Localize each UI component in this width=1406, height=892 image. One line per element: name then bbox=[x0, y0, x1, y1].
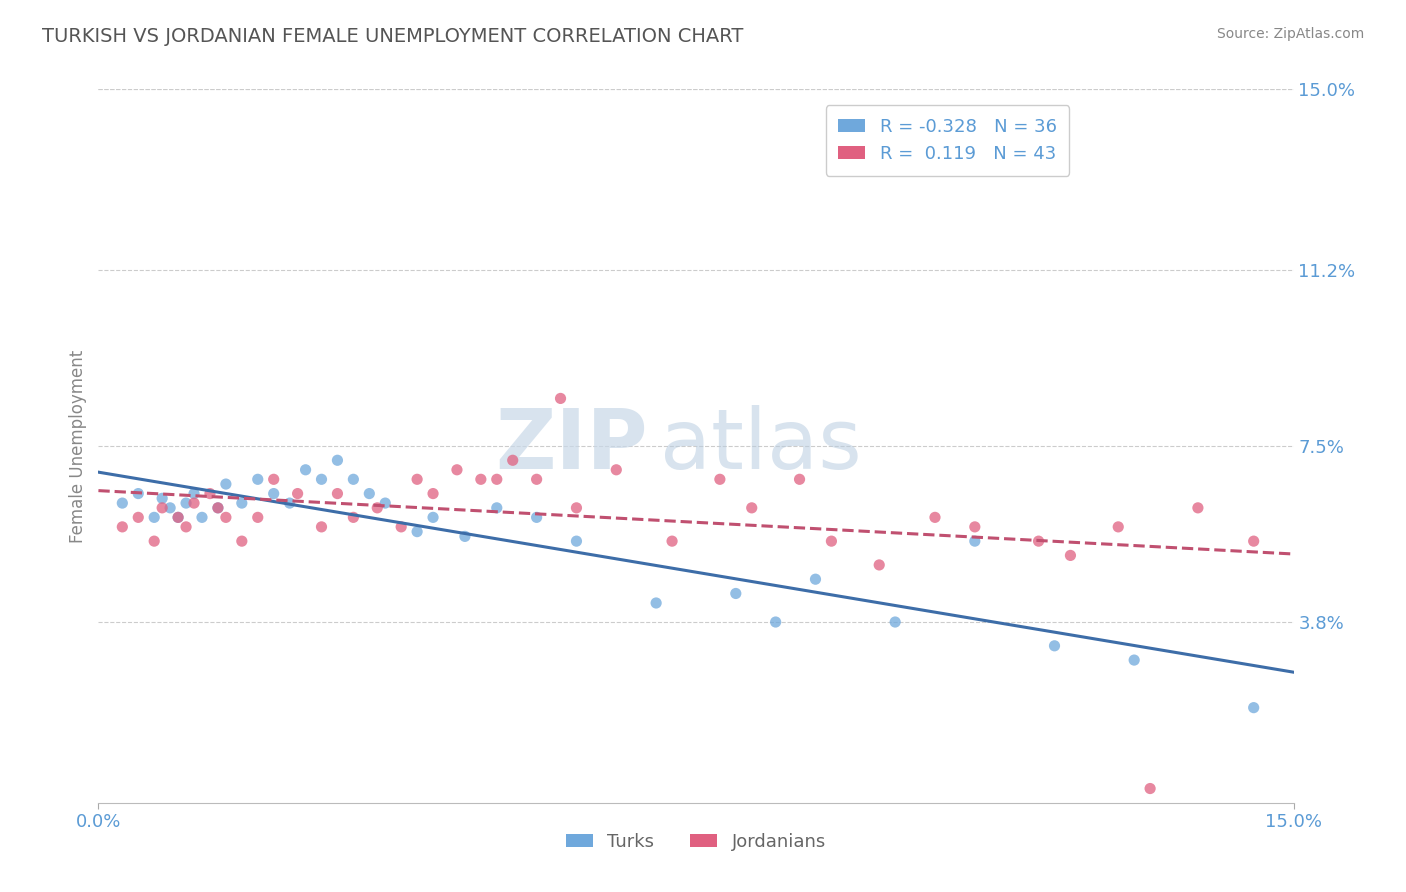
Point bbox=[502, 453, 524, 467]
Point bbox=[765, 615, 787, 629]
Point bbox=[724, 586, 747, 600]
Point bbox=[963, 534, 986, 549]
Point bbox=[215, 477, 238, 491]
Point bbox=[263, 472, 285, 486]
Point bbox=[359, 486, 381, 500]
Point bbox=[485, 472, 508, 486]
Point bbox=[167, 510, 190, 524]
Point bbox=[1187, 500, 1209, 515]
Point bbox=[924, 510, 946, 524]
Point bbox=[231, 496, 253, 510]
Point bbox=[231, 534, 253, 549]
Point bbox=[1243, 534, 1265, 549]
Point bbox=[422, 510, 444, 524]
Point bbox=[278, 496, 301, 510]
Point bbox=[406, 524, 429, 539]
Point bbox=[1107, 520, 1129, 534]
Point bbox=[174, 520, 197, 534]
Point bbox=[150, 500, 173, 515]
Point bbox=[366, 500, 388, 515]
Point bbox=[263, 486, 285, 500]
Point bbox=[1243, 700, 1265, 714]
Point bbox=[311, 520, 333, 534]
Point bbox=[789, 472, 811, 486]
Point bbox=[167, 510, 190, 524]
Point bbox=[470, 472, 492, 486]
Point bbox=[207, 500, 229, 515]
Point bbox=[1139, 781, 1161, 796]
Point bbox=[183, 486, 205, 500]
Point bbox=[326, 453, 349, 467]
Text: TURKISH VS JORDANIAN FEMALE UNEMPLOYMENT CORRELATION CHART: TURKISH VS JORDANIAN FEMALE UNEMPLOYMENT… bbox=[42, 27, 744, 45]
Point bbox=[342, 510, 364, 524]
Point bbox=[1123, 653, 1146, 667]
Point bbox=[565, 534, 588, 549]
Text: Source: ZipAtlas.com: Source: ZipAtlas.com bbox=[1216, 27, 1364, 41]
Point bbox=[526, 472, 548, 486]
Point bbox=[550, 392, 572, 406]
Point bbox=[1043, 639, 1066, 653]
Point bbox=[884, 615, 907, 629]
Point bbox=[159, 500, 181, 515]
Point bbox=[127, 510, 149, 524]
Point bbox=[191, 510, 214, 524]
Point bbox=[820, 534, 842, 549]
Text: ZIP: ZIP bbox=[496, 406, 648, 486]
Point bbox=[374, 496, 396, 510]
Point bbox=[111, 520, 134, 534]
Point bbox=[605, 463, 627, 477]
Point bbox=[150, 491, 173, 506]
Point bbox=[198, 486, 221, 500]
Point bbox=[963, 520, 986, 534]
Point bbox=[127, 486, 149, 500]
Text: atlas: atlas bbox=[661, 406, 862, 486]
Point bbox=[326, 486, 349, 500]
Point bbox=[1028, 534, 1050, 549]
Point bbox=[246, 510, 269, 524]
Point bbox=[174, 496, 197, 510]
Point bbox=[207, 500, 229, 515]
Point bbox=[868, 558, 890, 572]
Point bbox=[485, 500, 508, 515]
Point bbox=[661, 534, 683, 549]
Point bbox=[741, 500, 763, 515]
Point bbox=[143, 534, 166, 549]
Point bbox=[143, 510, 166, 524]
Point bbox=[342, 472, 364, 486]
Point bbox=[389, 520, 412, 534]
Point bbox=[645, 596, 668, 610]
Point bbox=[406, 472, 429, 486]
Point bbox=[526, 510, 548, 524]
Point bbox=[294, 463, 316, 477]
Point bbox=[287, 486, 309, 500]
Point bbox=[422, 486, 444, 500]
Point bbox=[246, 472, 269, 486]
Point bbox=[454, 529, 477, 543]
Point bbox=[446, 463, 468, 477]
Y-axis label: Female Unemployment: Female Unemployment bbox=[69, 350, 87, 542]
Point bbox=[565, 500, 588, 515]
Point bbox=[709, 472, 731, 486]
Point bbox=[1059, 549, 1081, 563]
Point bbox=[183, 496, 205, 510]
Point bbox=[311, 472, 333, 486]
Legend: Turks, Jordanians: Turks, Jordanians bbox=[558, 826, 834, 858]
Point bbox=[804, 572, 827, 586]
Point bbox=[111, 496, 134, 510]
Point bbox=[215, 510, 238, 524]
